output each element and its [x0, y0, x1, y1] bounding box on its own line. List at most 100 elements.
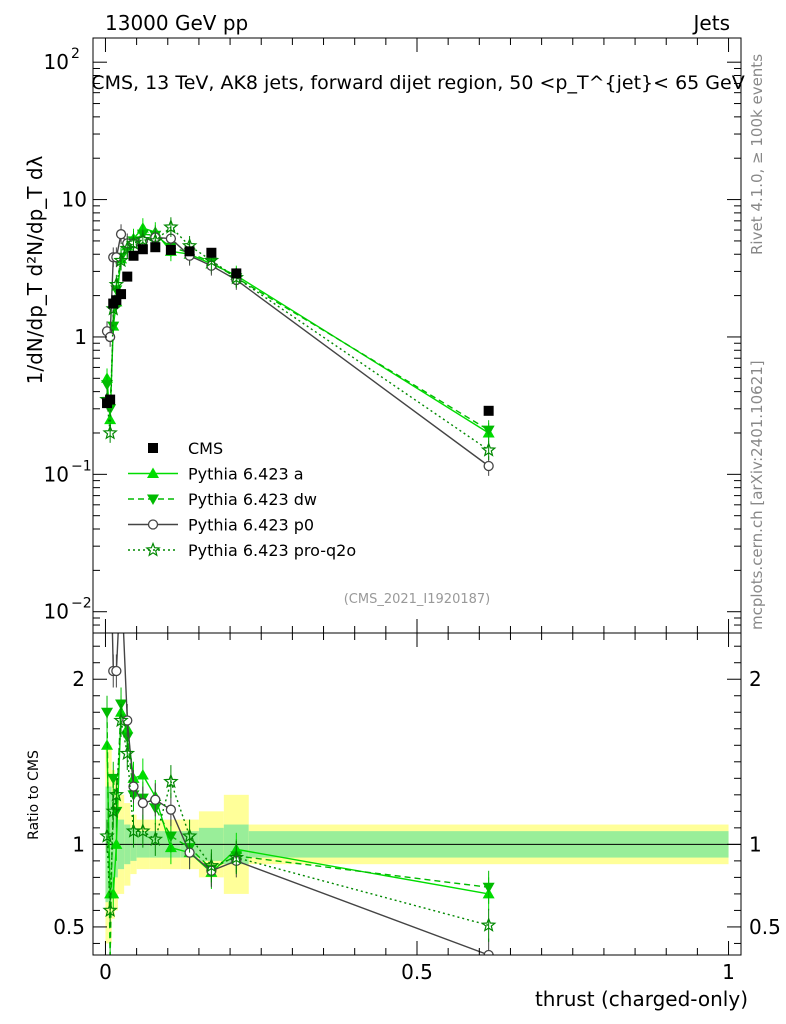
ratio-panel: 0 0.5 1 0.5 0.5 1 1 2 2: [53, 493, 781, 984]
x-axis-label: thrust (charged-only): [535, 987, 748, 1011]
ratio-point: [103, 493, 112, 502]
legend-marker: [145, 541, 161, 557]
series-line-1: [106, 233, 490, 431]
y-tick-exponent: −2: [71, 596, 92, 612]
ratio-point: [101, 707, 114, 719]
series-point: [135, 231, 151, 247]
data-point: [231, 268, 242, 279]
legend-label: Pythia 6.423 pro-q2o: [188, 541, 356, 560]
series-point: [482, 425, 495, 437]
data-point: [105, 394, 116, 405]
plot-title: CMS, 13 TeV, AK8 jets, forward dijet reg…: [91, 72, 744, 94]
ratio-ylabel: Ratio to CMS: [26, 750, 42, 840]
ratio-point: [117, 567, 126, 576]
ratio-ylabel-text: Ratio to CMS: [26, 750, 42, 840]
header-right: Jets: [692, 11, 730, 35]
data-point: [116, 289, 127, 300]
ratio-point: [111, 665, 122, 677]
data-point: [150, 242, 161, 253]
ratio-point: [106, 526, 115, 535]
ratio-tick-label-left: 0.5: [53, 915, 85, 939]
ratio-point: [165, 804, 177, 815]
series-point: [125, 235, 142, 250]
ratio-tick-label-left: 1: [72, 832, 85, 856]
rivet-label: Rivet 4.1.0, ≥ 100k events: [748, 54, 766, 255]
ratio-point: [480, 917, 497, 932]
ratio-point: [181, 827, 198, 843]
x-tick-label: 0: [99, 960, 112, 984]
ratio-point: [203, 857, 220, 873]
ratio-point: [147, 831, 164, 847]
ratio-point: [137, 797, 148, 809]
data-point: [137, 244, 148, 255]
main-plot-area: [99, 217, 497, 476]
legend-label: CMS: [188, 439, 223, 458]
series-point: [480, 441, 497, 457]
ratio-line-3: [106, 720, 489, 926]
data-point: [206, 247, 217, 258]
ratio-line-2: [111, 633, 489, 955]
data-point: [483, 405, 494, 416]
ratio-point: [483, 949, 494, 955]
ratio-point: [135, 823, 151, 838]
ratio-line-1: [106, 703, 489, 955]
ratio-point: [110, 838, 123, 849]
ratio-tick-label-right: 1: [749, 832, 762, 856]
ratio-point: [99, 827, 115, 843]
legend-marker: [147, 519, 159, 530]
y-tick-label: 10: [44, 600, 69, 624]
main-ylabel-text: 1/dN/dp_T d²N/dp_T dλ: [23, 155, 47, 384]
data-point: [165, 244, 176, 255]
ratio-point: [119, 745, 136, 761]
ratio-frame: [92, 632, 742, 956]
series-point: [108, 276, 125, 292]
ratio-point: [107, 773, 120, 785]
ratio-point: [228, 849, 245, 865]
legend-marker: [148, 443, 158, 453]
data-point: [184, 246, 195, 257]
header-left: 13000 GeV pp: [105, 11, 248, 35]
ratio-point: [163, 773, 179, 789]
series-point: [119, 240, 136, 256]
ratio-point: [105, 803, 121, 818]
data-point: [111, 295, 122, 306]
ratio-point: [482, 882, 495, 894]
y-tick-label: 10: [44, 50, 69, 74]
ratio-plot-area: [99, 493, 497, 955]
ratio-point: [128, 781, 139, 792]
series-point: [102, 424, 118, 440]
ratio-tick-label-left: 2: [72, 667, 85, 691]
analysis-id: (CMS_2021_I1920187): [344, 592, 491, 607]
data-point: [122, 271, 133, 282]
ratio-point: [102, 902, 118, 918]
legend-label: Pythia 6.423 a: [188, 465, 304, 484]
series-line-0: [106, 227, 490, 434]
ratio-point: [108, 786, 125, 802]
y-tick-exponent: −1: [71, 458, 92, 474]
series-line-2: [106, 232, 490, 467]
x-tick-label: 1: [722, 960, 735, 984]
series-point: [101, 380, 114, 391]
series-point: [115, 229, 127, 240]
y-tick-label: 1: [74, 325, 87, 349]
ratio-tick-label-right: 2: [749, 667, 762, 691]
series-point: [163, 218, 179, 234]
legend-marker: [147, 467, 159, 478]
legend: CMS Pythia 6.423 a Pythia 6.423 dw Pythia 6…: [128, 439, 356, 560]
ratio-point: [113, 712, 129, 728]
y-tick-label: 10: [62, 188, 87, 212]
y-tick-label: 10: [44, 462, 69, 486]
legend-label: Pythia 6.423 p0: [188, 516, 314, 535]
y-tick-exponent: 2: [71, 46, 80, 62]
ratio-point: [150, 794, 161, 805]
ratio-tick-label-right: 0.5: [749, 915, 781, 939]
main-ylabel: 1/dN/dp_T d²N/dp_T dλ: [23, 155, 47, 384]
series-point: [113, 252, 129, 268]
x-tick-label: 0.5: [401, 960, 433, 984]
series-point: [203, 252, 220, 268]
series-point: [104, 413, 117, 425]
mcplots-label: mcplots.cern.ch [arXiv:2401.10621]: [748, 360, 766, 630]
ratio-point: [164, 831, 177, 843]
